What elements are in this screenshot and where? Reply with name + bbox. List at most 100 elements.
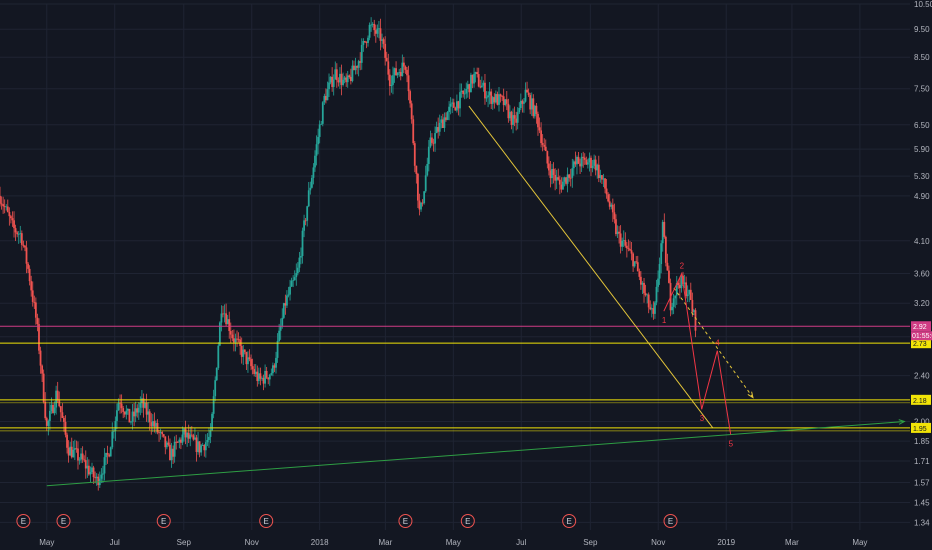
candle-body <box>384 43 387 58</box>
candle-body <box>482 82 485 86</box>
candle-body <box>167 442 170 445</box>
candle-body <box>270 373 273 375</box>
level-price-label: 2.18 <box>913 398 927 405</box>
candle-body <box>8 211 11 217</box>
candle-body <box>39 350 42 366</box>
candle-body <box>424 175 427 192</box>
candle-body <box>253 369 256 374</box>
candle-body <box>11 218 14 221</box>
candle-body <box>106 452 109 455</box>
candle-body <box>454 107 457 111</box>
x-tick-label: Mar <box>785 538 799 547</box>
y-tick-label: 7.50 <box>914 85 930 94</box>
candle-body <box>236 338 238 340</box>
candle-body <box>343 77 346 80</box>
candle-body <box>148 411 151 423</box>
price-axis[interactable]: 10.50 9.50 8.50 7.50 6.50 5.90 5.30 4.90 4.10 3.6… <box>911 0 932 527</box>
candle-body <box>50 405 53 411</box>
candle-body <box>354 65 357 71</box>
candle-body <box>201 445 204 446</box>
candle-body <box>103 457 106 474</box>
candle-body <box>585 159 588 165</box>
earnings-marker-label: E <box>566 517 571 526</box>
candle-body <box>368 24 371 38</box>
candle-body <box>563 177 566 182</box>
candle-body <box>435 127 438 134</box>
earnings-marker-label: E <box>668 517 673 526</box>
x-tick-label: Nov <box>245 538 259 547</box>
candle-body <box>286 295 288 306</box>
time-axis[interactable]: May Jul Sep Nov 2018 Mar May Jul Sep Nov 2019 Mar Ma… <box>39 538 867 547</box>
candle-body <box>501 96 504 98</box>
candle-body <box>672 298 675 307</box>
y-tick-label: 1.71 <box>914 457 930 466</box>
candle-body <box>102 473 104 475</box>
drawings <box>46 105 906 487</box>
candle-body <box>540 130 542 144</box>
candle-body <box>351 65 354 82</box>
candle-body <box>685 282 688 297</box>
candle-body <box>473 73 475 84</box>
x-tick-label: Sep <box>177 538 192 547</box>
candle-body <box>586 162 589 165</box>
candle-body <box>502 96 505 106</box>
candle-body <box>485 97 488 99</box>
candle-body <box>329 76 332 83</box>
candle-body <box>650 308 653 310</box>
candle-body <box>208 436 210 441</box>
candle-body <box>234 338 237 343</box>
candle-body <box>16 232 19 235</box>
elliott-wave: 1 2 3 4 5 <box>662 262 734 449</box>
y-tick-label: 4.10 <box>914 237 930 246</box>
candle-body <box>683 282 686 284</box>
candle-body <box>254 371 257 374</box>
candle-body <box>169 444 171 461</box>
candle-body <box>357 61 360 68</box>
candle-body <box>694 310 697 331</box>
long-term-support-arrowhead <box>898 419 906 425</box>
candle-body <box>45 418 48 426</box>
candle-body <box>488 91 491 96</box>
candle-body <box>418 200 421 210</box>
candle-body <box>95 476 98 479</box>
candle-body <box>426 163 429 176</box>
candle-body <box>144 402 146 408</box>
candle-body <box>158 432 160 434</box>
candle-body <box>145 402 148 415</box>
candle-body <box>463 93 466 95</box>
candle-body <box>663 221 666 237</box>
candle-body <box>317 136 320 145</box>
candle-body <box>229 331 232 335</box>
candle-body <box>268 374 271 380</box>
candle-body <box>63 417 65 422</box>
candle-body <box>10 216 12 219</box>
candle-body <box>320 123 323 125</box>
candle-body <box>582 156 585 158</box>
candle-body <box>265 370 268 378</box>
x-tick-label: 2019 <box>717 538 735 547</box>
candle-body <box>387 61 390 75</box>
candle-body <box>649 307 652 310</box>
candle-body <box>413 143 416 166</box>
earnings-marker-icon <box>16 514 31 528</box>
candle-body <box>20 233 23 245</box>
candle-body <box>541 143 544 145</box>
x-tick-label: Sep <box>583 538 598 547</box>
candle-body <box>655 286 658 303</box>
candle-body <box>519 100 522 108</box>
candle-body <box>509 111 511 119</box>
candle-body <box>599 175 602 178</box>
candle-body <box>619 233 622 247</box>
candle-body <box>83 459 86 461</box>
candle-body <box>496 94 499 105</box>
candle-body <box>401 62 404 77</box>
candle-body <box>300 256 302 258</box>
candle-body <box>638 271 641 277</box>
earnings-marker-label: E <box>403 517 408 526</box>
candle-body <box>412 119 415 144</box>
candle-body <box>187 432 190 439</box>
candle-body <box>304 220 307 222</box>
candle-body <box>373 23 376 31</box>
y-tick-label: 10.50 <box>914 0 932 9</box>
